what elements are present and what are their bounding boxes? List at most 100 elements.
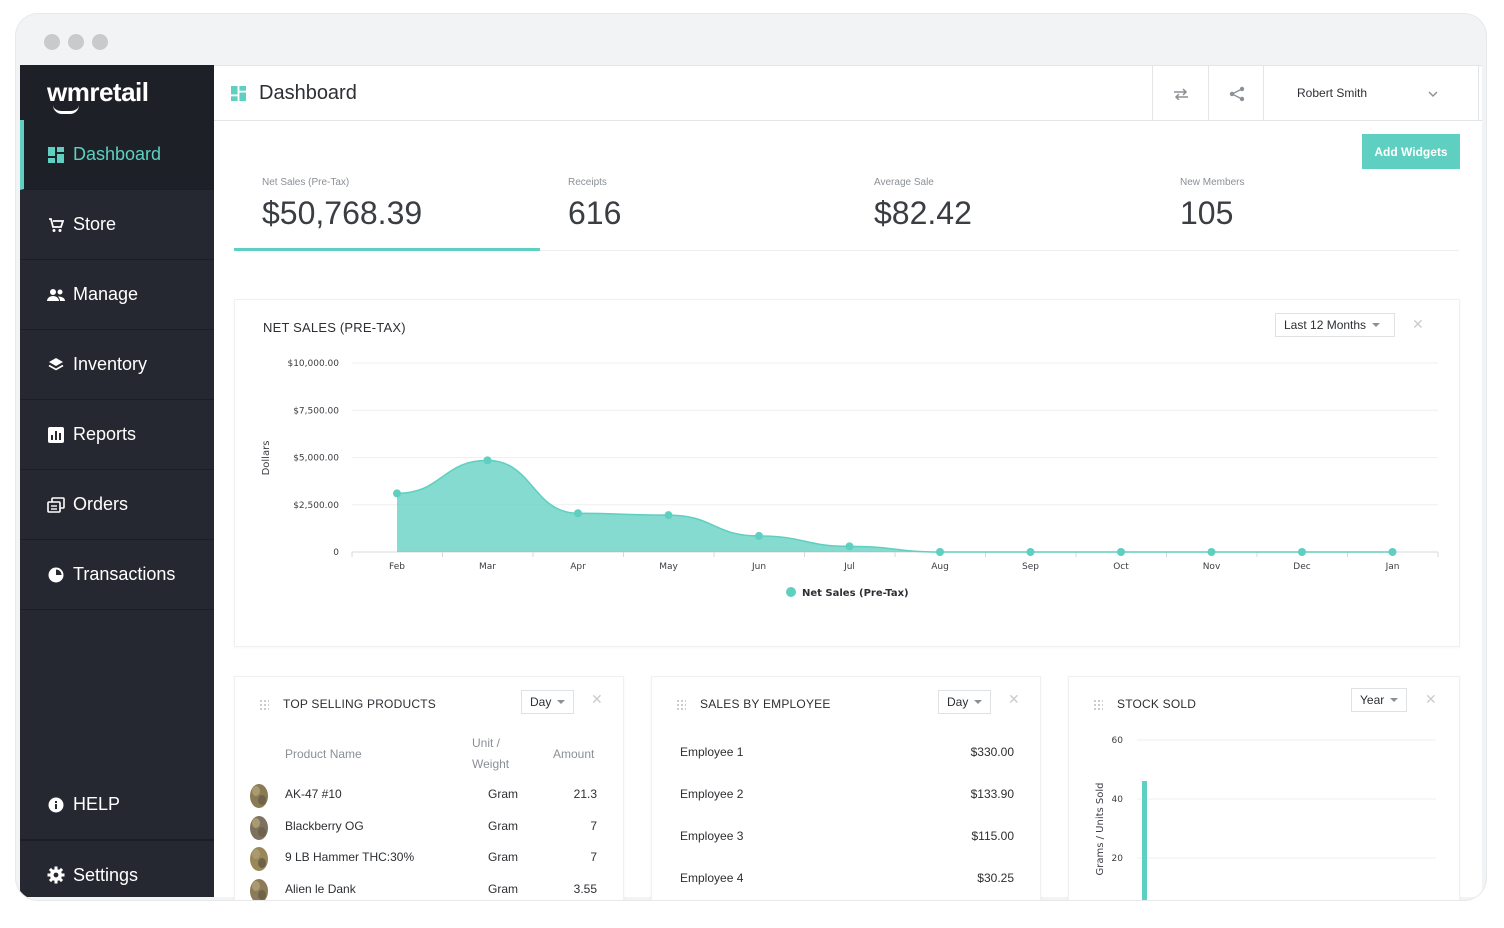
info-icon xyxy=(47,796,65,814)
sidebar-item-help[interactable]: HELP xyxy=(20,770,214,840)
stock-sold-widget: STOCK SOLD Year ✕ 60 40 20 Grams / Units So… xyxy=(1068,676,1460,900)
col-weight: Weight xyxy=(472,757,510,771)
x-tick-label: Feb xyxy=(389,562,405,572)
sidebar-item-transactions[interactable]: Transactions xyxy=(20,540,214,610)
close-icon[interactable]: ✕ xyxy=(1412,316,1424,332)
x-tick-label: Jun xyxy=(751,562,766,572)
x-tick-label: May xyxy=(659,562,678,572)
product-name: 9 LB Hammer THC:30% xyxy=(285,850,415,864)
product-thumbnail xyxy=(250,815,268,840)
product-unit: Gram xyxy=(488,850,518,864)
add-widgets-button[interactable]: Add Widgets xyxy=(1362,134,1460,169)
data-point[interactable] xyxy=(483,456,492,465)
close-icon[interactable]: ✕ xyxy=(1425,691,1437,707)
sidebar-item-orders[interactable]: Orders xyxy=(20,470,214,540)
sidebar-item-settings[interactable]: Settings xyxy=(20,840,214,900)
col-unit: Unit / xyxy=(472,736,501,750)
logo-smile-icon xyxy=(53,105,79,114)
range-select[interactable]: Day xyxy=(938,690,992,714)
data-point[interactable] xyxy=(1026,548,1035,556)
product-amount: 7 xyxy=(590,818,597,833)
sidebar-item-manage[interactable]: Manage xyxy=(20,260,214,330)
data-point[interactable] xyxy=(1298,548,1306,556)
people-icon xyxy=(47,286,65,304)
sidebar-item-inventory[interactable]: Inventory xyxy=(20,330,214,400)
stat-receipts[interactable]: Receipts 616 xyxy=(540,165,846,251)
range-select[interactable]: Day xyxy=(521,690,575,714)
y-tick-label: 20 xyxy=(1112,854,1124,864)
x-tick-label: Jul xyxy=(843,562,855,572)
data-point[interactable] xyxy=(936,548,944,556)
stat-value: 616 xyxy=(568,195,622,231)
data-point[interactable] xyxy=(664,511,673,520)
range-select[interactable]: Last 12 Months xyxy=(1275,313,1395,337)
employee-amount: $330.00 xyxy=(970,745,1014,759)
stat-label: Receipts xyxy=(568,177,607,188)
x-tick-label: Dec xyxy=(1293,562,1310,572)
data-point[interactable] xyxy=(1117,548,1125,556)
close-icon[interactable]: ✕ xyxy=(591,691,603,707)
caret-down-icon xyxy=(974,700,983,704)
product-thumbnail xyxy=(250,847,268,871)
stat-average-sale[interactable]: Average Sale $82.42 xyxy=(846,165,1152,251)
employee-amount: $133.90 xyxy=(970,787,1014,801)
dashboard-icon xyxy=(47,146,65,164)
main-content: Dashboard Robert Smith Add Widgets Net S… xyxy=(214,65,1482,900)
cart-icon xyxy=(47,216,65,234)
y-tick-label: $2,500.00 xyxy=(293,501,339,511)
data-point[interactable] xyxy=(574,509,582,518)
x-tick-label: Nov xyxy=(1203,562,1221,572)
window-maximize-dot[interactable] xyxy=(92,34,108,50)
data-point[interactable] xyxy=(755,531,763,540)
logo[interactable]: wm retail xyxy=(20,65,214,120)
swap-button[interactable] xyxy=(1152,66,1208,121)
product-unit: Gram xyxy=(488,881,518,896)
range-select-value: Day xyxy=(530,695,552,709)
legend-swatch xyxy=(786,587,796,597)
swap-arrows-icon xyxy=(1173,87,1188,100)
x-tick-label: Apr xyxy=(570,562,586,572)
data-point[interactable] xyxy=(1388,548,1397,556)
sidebar-item-label: Inventory xyxy=(73,354,148,374)
sidebar-item-reports[interactable]: Reports xyxy=(20,400,214,470)
share-button[interactable] xyxy=(1208,66,1264,121)
close-icon[interactable]: ✕ xyxy=(1008,691,1020,707)
stock-sold-chart: 60 40 20 Grams / Units Sold xyxy=(1095,736,1436,900)
window-minimize-dot[interactable] xyxy=(68,34,84,50)
stat-label: New Members xyxy=(1180,177,1245,188)
stat-value: $82.42 xyxy=(874,195,972,231)
data-point[interactable] xyxy=(393,489,401,498)
chevron-down-icon xyxy=(1428,91,1438,97)
sidebar-item-label: Reports xyxy=(73,424,137,444)
y-tick-label: 60 xyxy=(1112,736,1124,746)
drag-handle-icon[interactable] xyxy=(1093,699,1103,711)
data-point[interactable] xyxy=(1207,548,1216,556)
product-unit: Gram xyxy=(488,787,518,801)
bar-chart-icon xyxy=(47,426,65,444)
employee-name: Employee 4 xyxy=(680,871,744,885)
range-select[interactable]: Year xyxy=(1351,688,1408,712)
sidebar-item-label: Transactions xyxy=(73,564,176,584)
sidebar-item-store[interactable]: Store xyxy=(20,190,214,260)
stat-new-members[interactable]: New Members 105 xyxy=(1152,165,1458,251)
y-tick-label: 0 xyxy=(333,548,339,558)
sidebar-item-dashboard[interactable]: Dashboard xyxy=(20,120,214,190)
col-amount: Amount xyxy=(553,747,595,761)
drag-handle-icon[interactable] xyxy=(259,699,269,711)
data-point[interactable] xyxy=(845,542,854,551)
user-menu[interactable]: Robert Smith xyxy=(1263,66,1479,121)
bar[interactable] xyxy=(1142,781,1147,900)
drag-handle-icon[interactable] xyxy=(676,699,686,711)
employee-name: Employee 1 xyxy=(680,745,744,759)
window-close-dot[interactable] xyxy=(44,34,60,50)
dashboard-icon xyxy=(231,86,246,101)
header: Dashboard Robert Smith xyxy=(214,65,1482,121)
net-sales-widget: NET SALES (PRE-TAX) Last 12 Months ✕ $10… xyxy=(234,299,1460,647)
y-axis-label: Dollars xyxy=(261,441,272,476)
x-tick-label: Aug xyxy=(931,562,949,572)
x-tick-label: Jan xyxy=(1385,562,1400,572)
range-select-value: Day xyxy=(947,695,969,709)
pie-icon xyxy=(47,566,65,584)
stat-net-sales[interactable]: Net Sales (Pre-Tax) $50,768.39 xyxy=(234,165,540,251)
top-selling-widget: TOP SELLING PRODUCTS Day ✕ Product Name … xyxy=(234,676,624,900)
